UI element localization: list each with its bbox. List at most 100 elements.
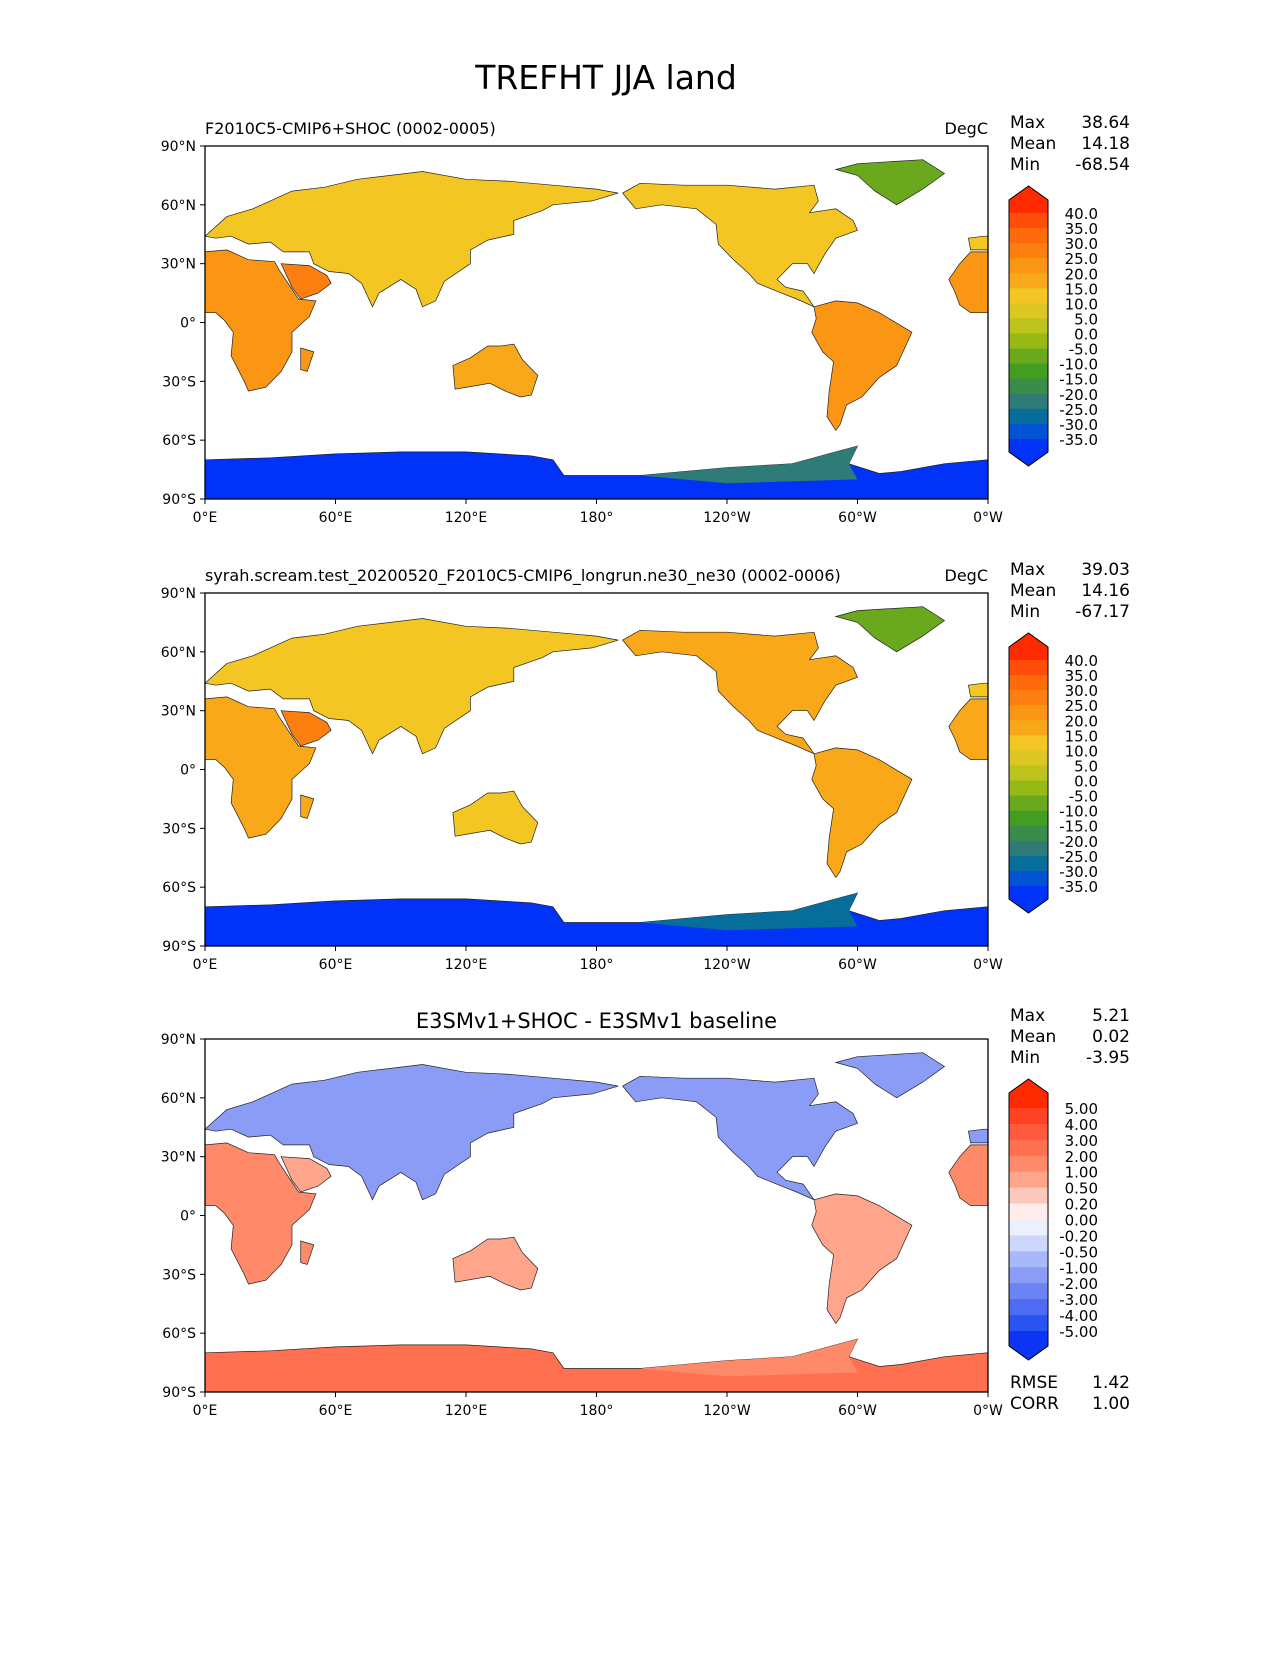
colorbar-segment bbox=[1009, 647, 1048, 660]
colorbar-tick-label: 0.20 bbox=[1065, 1196, 1098, 1214]
colorbar-segment bbox=[1009, 840, 1048, 857]
colorbar-tick-label: -5.00 bbox=[1059, 1323, 1098, 1341]
panel-title: E3SMv1+SHOC - E3SMv1 baseline bbox=[416, 1009, 777, 1033]
lon-tick-label: 60°E bbox=[319, 957, 353, 973]
colorbar-tick-label: 0.0 bbox=[1074, 326, 1098, 344]
lon-tick-label: 60°W bbox=[838, 1403, 877, 1419]
colorbar-tick-label: 25.0 bbox=[1065, 250, 1098, 268]
colorbar-segment bbox=[1009, 273, 1048, 289]
landmass-europe-w bbox=[967, 235, 989, 251]
lat-tick-label: 0° bbox=[180, 763, 196, 779]
lat-tick-label: 30°N bbox=[161, 257, 196, 273]
lon-tick-label: 0°W bbox=[973, 957, 1003, 973]
colorbar-tick-label: -5.0 bbox=[1069, 341, 1098, 359]
colorbar-segment bbox=[1009, 1331, 1048, 1346]
stat-label: Mean bbox=[1010, 1027, 1056, 1047]
colorbar-tick-label: 15.0 bbox=[1065, 280, 1098, 298]
landmass-madagascar bbox=[300, 794, 315, 819]
stat-value: 38.64 bbox=[1081, 113, 1130, 133]
colorbar-segment bbox=[1009, 303, 1048, 319]
lon-tick-label: 120°E bbox=[445, 510, 488, 526]
lon-tick-label: 120°E bbox=[445, 1403, 488, 1419]
stat-label: Max bbox=[1010, 1006, 1045, 1026]
colorbar-segment bbox=[1009, 363, 1048, 380]
colorbar-tick-label: -1.00 bbox=[1059, 1259, 1098, 1277]
colorbar-extend-max bbox=[1009, 186, 1048, 200]
colorbar-tick-label: 15.0 bbox=[1065, 727, 1098, 745]
colorbar-tick-label: 5.0 bbox=[1074, 757, 1098, 775]
colorbar-segment bbox=[1009, 1299, 1048, 1316]
lon-tick-label: 0°W bbox=[973, 1403, 1003, 1419]
lon-tick-label: 120°W bbox=[703, 510, 751, 526]
landmass-eurasia bbox=[204, 171, 619, 308]
units-label: DegC bbox=[945, 119, 989, 138]
stat-value: 5.21 bbox=[1092, 1006, 1130, 1026]
landmass-namerica bbox=[622, 182, 858, 308]
colorbar-tick-label: 35.0 bbox=[1065, 220, 1098, 238]
colorbar-tick-label: 1.00 bbox=[1065, 1164, 1098, 1182]
units-label: DegC bbox=[945, 566, 989, 585]
landmass-arabia bbox=[280, 1156, 332, 1193]
landmass-namerica bbox=[622, 629, 858, 755]
lat-tick-label: 60°S bbox=[162, 880, 196, 896]
colorbar-extend-max bbox=[1009, 1079, 1048, 1093]
colorbar-segment bbox=[1009, 825, 1048, 842]
colorbar-segment bbox=[1009, 1219, 1048, 1236]
lat-tick-label: 90°S bbox=[162, 492, 196, 508]
landmass-europe-w bbox=[967, 682, 989, 698]
landmass-greenland bbox=[834, 606, 946, 653]
lat-tick-label: 90°S bbox=[162, 939, 196, 955]
colorbar-tick-label: -20.0 bbox=[1059, 833, 1098, 851]
lat-tick-label: 60°N bbox=[161, 198, 196, 214]
colorbar-segment bbox=[1009, 243, 1048, 259]
lat-tick-label: 90°N bbox=[161, 139, 196, 155]
landmass-greenland bbox=[834, 1052, 946, 1099]
landmass-europe-w bbox=[967, 1128, 989, 1144]
colorbar-segment bbox=[1009, 1171, 1048, 1189]
colorbar-tick-label: 10.0 bbox=[1065, 742, 1098, 760]
colorbar-segment bbox=[1009, 200, 1048, 213]
stat-label: Max bbox=[1010, 560, 1045, 580]
colorbar-segment bbox=[1009, 1139, 1048, 1157]
lon-tick-label: 60°W bbox=[838, 957, 877, 973]
colorbar-tick-label: 20.0 bbox=[1065, 712, 1098, 730]
colorbar-segment bbox=[1009, 1315, 1048, 1332]
landmass-arabia bbox=[280, 710, 332, 747]
colorbar-segment bbox=[1009, 810, 1048, 827]
colorbar-tick-label: -15.0 bbox=[1059, 818, 1098, 836]
lon-tick-label: 60°W bbox=[838, 510, 877, 526]
stat-value: 39.03 bbox=[1081, 560, 1130, 580]
colorbar-segment bbox=[1009, 439, 1048, 452]
colorbar-tick-label: -2.00 bbox=[1059, 1275, 1098, 1293]
figure-title: TREFHT JJA land bbox=[474, 58, 737, 97]
lat-tick-label: 0° bbox=[180, 316, 196, 332]
lat-tick-label: 30°N bbox=[161, 704, 196, 720]
landmass-west-antarctica bbox=[640, 446, 858, 484]
landmass-greenland bbox=[834, 159, 946, 206]
colorbar-segment bbox=[1009, 720, 1048, 736]
lat-tick-label: 60°S bbox=[162, 433, 196, 449]
stat-value: -67.17 bbox=[1075, 602, 1130, 622]
colorbar-tick-label: -3.00 bbox=[1059, 1291, 1098, 1309]
colorbar-segment bbox=[1009, 318, 1048, 335]
colorbar-extend-min bbox=[1009, 452, 1048, 466]
landmass-australia bbox=[452, 790, 539, 845]
colorbar-segment bbox=[1009, 886, 1048, 899]
colorbar-segment bbox=[1009, 735, 1048, 751]
colorbar: 40.035.030.025.020.015.010.05.00.0-5.0-1… bbox=[1008, 185, 1098, 467]
colorbar-segment bbox=[1009, 258, 1048, 274]
lat-tick-label: 90°S bbox=[162, 1385, 196, 1401]
landmass-australia bbox=[452, 343, 539, 398]
colorbar-extend-min bbox=[1009, 1346, 1048, 1360]
lat-tick-label: 60°N bbox=[161, 1091, 196, 1107]
lat-tick-label: 0° bbox=[180, 1209, 196, 1225]
colorbar-tick-label: 2.00 bbox=[1065, 1148, 1098, 1166]
colorbar-segment bbox=[1009, 408, 1048, 425]
panel-title: F2010C5-CMIP6+SHOC (0002-0005) bbox=[205, 119, 496, 138]
lon-tick-label: 120°W bbox=[703, 957, 751, 973]
lat-tick-label: 30°S bbox=[162, 821, 196, 837]
landmass-samerica bbox=[811, 1193, 913, 1325]
stat-label: Mean bbox=[1010, 134, 1056, 154]
colorbar-segment bbox=[1009, 870, 1048, 887]
